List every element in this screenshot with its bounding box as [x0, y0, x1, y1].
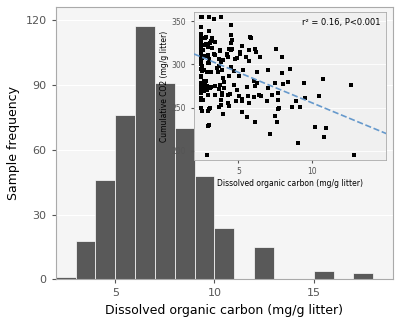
Bar — [314, 271, 334, 280]
Bar — [95, 180, 115, 280]
Bar — [76, 240, 95, 280]
Bar — [135, 27, 155, 280]
Y-axis label: Sample frequency: Sample frequency — [7, 86, 20, 200]
Bar — [393, 277, 400, 280]
Bar — [115, 115, 135, 280]
Bar — [214, 227, 234, 280]
Bar — [254, 247, 274, 280]
Bar — [56, 277, 76, 280]
X-axis label: Dissolved organic carbon (mg/g litter): Dissolved organic carbon (mg/g litter) — [105, 304, 343, 317]
Bar — [155, 83, 175, 280]
Bar — [353, 273, 373, 280]
Bar — [175, 128, 194, 280]
Bar — [194, 176, 214, 280]
